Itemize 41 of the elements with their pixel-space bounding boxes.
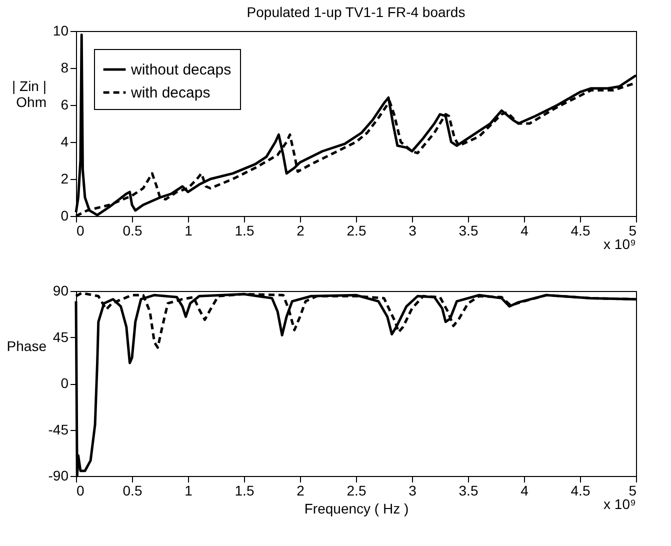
legend-label: with decaps — [130, 84, 210, 102]
text: x 10⁹ — [604, 236, 636, 252]
x-tick-label: 5 — [628, 222, 637, 238]
y-tick-label: 90 — [52, 282, 69, 298]
x-tick-label: 2.5 — [346, 482, 366, 498]
y-axis-title: | Zin | Ohm — [12, 78, 46, 110]
y-tick-label: 45 — [52, 328, 69, 345]
y-tick-label: 2 — [60, 170, 69, 186]
x-tick-label: 4.5 — [570, 222, 590, 238]
chart-title: Populated 1-up TV1-1 FR-4 boards — [246, 4, 466, 20]
x-tick-label: 5 — [628, 482, 637, 498]
y-tick-label: 0 — [60, 375, 69, 391]
x-tick-label: 0 — [76, 222, 84, 238]
x-tick-label: 3 — [408, 482, 417, 498]
x-tick-label: 2.5 — [346, 222, 366, 238]
x-tick-label: 0.5 — [122, 222, 142, 238]
x-tick-label: 0.5 — [122, 482, 142, 498]
y-tick-label: 10 — [52, 22, 69, 38]
x-tick-label: 1.5 — [234, 222, 254, 238]
y-tick-label: -90 — [48, 468, 69, 484]
x-axis-title: Frequency ( Hz ) — [304, 500, 409, 516]
x-tick-label: 4.5 — [570, 482, 590, 498]
x-tick-label: 1 — [184, 222, 193, 238]
text: x 10⁹ — [604, 496, 636, 512]
x-tick-label: 2 — [296, 482, 305, 498]
x-tick-label: 3.5 — [458, 482, 478, 498]
y-tick-label: 4 — [60, 134, 69, 150]
x-tick-label: 0 — [76, 482, 84, 498]
x-tick-label: 3.5 — [458, 222, 478, 238]
y-tick-label: 6 — [60, 96, 69, 112]
y-tick-label: 0 — [60, 208, 69, 224]
x-tick-label: 1 — [184, 482, 193, 498]
x-tick-label: 2 — [296, 222, 305, 238]
x-tick-label: 4 — [520, 222, 529, 238]
x-tick-label: 3 — [408, 222, 417, 238]
legend-label: without decaps — [130, 62, 232, 78]
y-axis-title: Phase — [6, 338, 47, 354]
y-tick-label: -45 — [48, 421, 69, 438]
x-tick-label: 1.5 — [234, 482, 254, 498]
x-tick-label: 4 — [520, 482, 529, 498]
y-tick-label: 8 — [60, 60, 69, 76]
